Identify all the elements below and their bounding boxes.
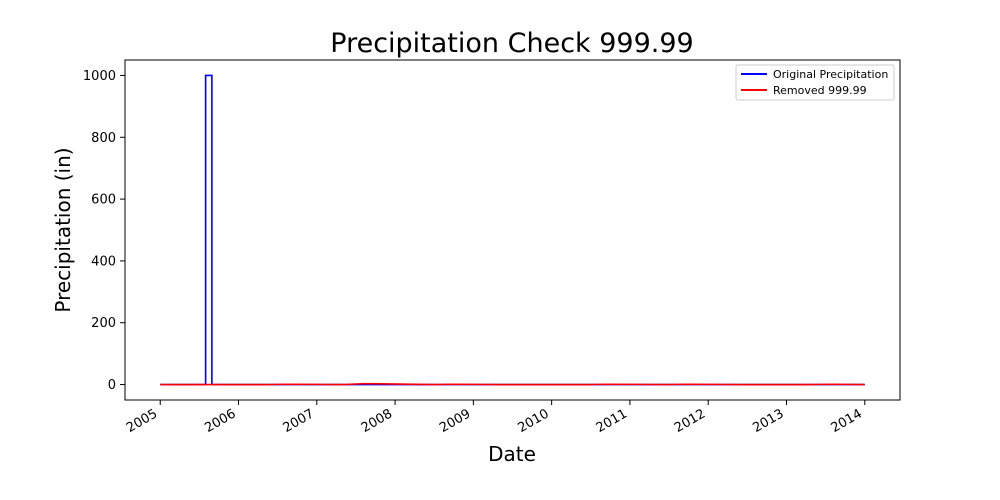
series-layer (160, 74, 865, 386)
y-tick-label: 0 (108, 378, 116, 393)
legend-box (735, 64, 895, 101)
plot-frame (124, 59, 901, 401)
y-tick-label: 800 (91, 131, 116, 146)
legend-label-removed: Removed 999.99 (773, 84, 867, 97)
y-tick-label: 600 (91, 193, 116, 208)
legend: Original Precipitation Removed 999.99 (735, 64, 895, 101)
plot-area (125, 60, 900, 400)
y-tick-label: 200 (91, 316, 116, 331)
x-axis-label: Date (488, 442, 536, 466)
y-tick-label: 400 (91, 254, 116, 269)
series-line-removed (160, 382, 865, 386)
y-axis-ticks: 0 200 400 600 800 1000 (83, 69, 125, 393)
legend-label-original: Original Precipitation (773, 68, 888, 81)
chart-title: Precipitation Check 999.99 (330, 28, 693, 59)
y-axis-label: Precipitation (in) (51, 147, 75, 312)
y-tick-label: 1000 (83, 69, 116, 84)
